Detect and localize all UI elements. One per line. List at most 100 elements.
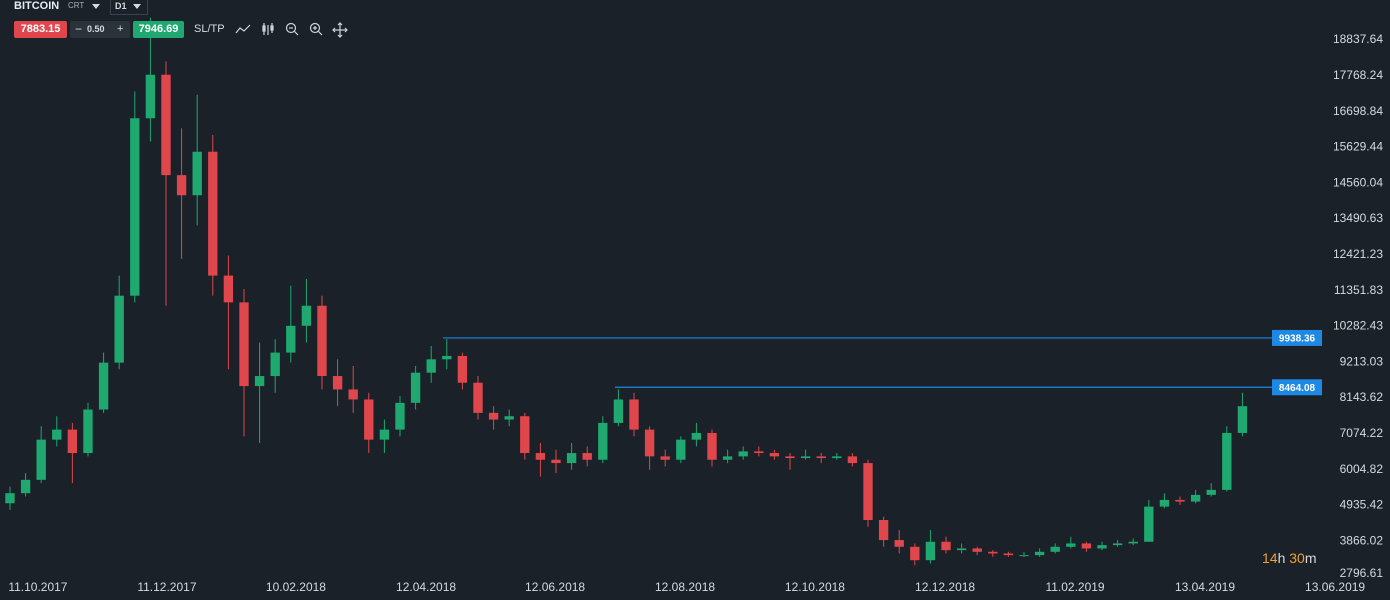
candle-body: [1190, 494, 1201, 502]
timeframe[interactable]: D1: [115, 1, 127, 11]
countdown-hours-unit: h: [1277, 550, 1286, 566]
y-tick-label: 8143.62: [1340, 390, 1384, 404]
candle-body: [972, 548, 982, 552]
candle-body: [36, 439, 46, 480]
y-tick-label: 16698.84: [1333, 104, 1383, 118]
decrease-volume[interactable]: −: [75, 22, 83, 36]
x-tick-label: 12.12.2018: [915, 580, 975, 594]
volume[interactable]: 0.50: [87, 24, 105, 34]
candle-body: [379, 429, 390, 440]
y-tick-label: 10282.43: [1333, 319, 1383, 333]
candle-body: [1159, 499, 1170, 507]
x-tick-label: 12.06.2018: [525, 580, 585, 594]
y-tick-label: 17768.24: [1333, 68, 1383, 82]
candle-body: [208, 151, 218, 276]
candle-body: [910, 546, 920, 561]
y-tick-label: 18837.64: [1333, 32, 1383, 46]
countdown-minutes-unit: m: [1304, 550, 1317, 566]
candle-body: [20, 479, 31, 494]
countdown-hours: 14: [1262, 550, 1278, 566]
candle-body: [457, 355, 468, 383]
candle-body: [1222, 432, 1232, 490]
candle-body: [1237, 406, 1248, 433]
candle-body: [738, 451, 748, 457]
candle-body: [800, 456, 811, 459]
pan-icon[interactable]: [332, 22, 348, 38]
increase-volume[interactable]: +: [117, 23, 124, 35]
x-tick-label: 10.02.2018: [266, 580, 326, 594]
timeframe-box[interactable]: [110, 0, 148, 15]
candle-body: [488, 412, 499, 420]
candle-body: [676, 439, 686, 460]
candle-body: [629, 399, 639, 430]
candle-body: [956, 548, 967, 551]
candle-body: [894, 540, 904, 547]
zoom-in-icon[interactable]: [309, 22, 323, 36]
candle-body: [301, 305, 312, 326]
candle-body: [395, 402, 405, 430]
symbol[interactable]: BITCOIN: [14, 0, 60, 12]
y-tick-label: 2796.61: [1340, 566, 1384, 580]
price-level-tag: [1272, 329, 1322, 346]
candle-body: [1034, 551, 1045, 556]
candle-body: [1206, 489, 1216, 495]
y-tick-label: 4935.42: [1340, 498, 1384, 512]
candle-body: [582, 453, 592, 460]
candle-body: [270, 352, 280, 377]
candle-body: [551, 459, 561, 464]
line-chart-icon[interactable]: [235, 24, 251, 34]
candle-body: [67, 429, 78, 454]
y-tick-label: 11351.83: [1334, 283, 1383, 297]
candle-body: [816, 456, 826, 459]
candle-body: [941, 541, 951, 551]
candle-body: [644, 429, 655, 457]
candle-body: [598, 422, 608, 460]
x-tick-label: 12.04.2018: [396, 580, 456, 594]
x-tick-label: 12.10.2018: [785, 580, 845, 594]
candle-body: [286, 325, 296, 353]
sell-button[interactable]: 7883.15: [14, 21, 67, 38]
y-tick-label: 9213.03: [1340, 354, 1384, 368]
candle-body: [1128, 541, 1138, 544]
candle-body: [473, 382, 483, 413]
x-tick-label: 13.04.2019: [1175, 580, 1235, 594]
buy-button[interactable]: 7946.69: [133, 21, 184, 38]
candle-body: [161, 74, 171, 176]
y-tick-label: 13490.63: [1333, 211, 1383, 225]
candle-body: [192, 151, 202, 196]
candle-body: [52, 429, 62, 440]
candle-body: [442, 355, 452, 360]
y-tick-label: 6004.82: [1340, 462, 1384, 476]
candle-body: [691, 432, 702, 440]
candle-body: [722, 456, 733, 460]
candle-chart-icon[interactable]: [262, 23, 274, 35]
dropdown-arrow[interactable]: [92, 4, 102, 10]
candle-body: [317, 305, 327, 377]
x-tick-label: 11.02.2019: [1045, 580, 1104, 594]
candle-body: [114, 295, 124, 363]
candle-body: [1112, 543, 1123, 546]
y-tick-label: 7074.22: [1340, 426, 1384, 440]
candle-body: [239, 302, 249, 387]
zoom-out-icon[interactable]: [285, 22, 299, 36]
candle-body: [426, 359, 436, 373]
candle-body: [1144, 506, 1154, 542]
candle-body: [847, 456, 858, 464]
dropdown-arrow[interactable]: [133, 4, 143, 10]
candle-body: [348, 389, 358, 400]
sltp-button[interactable]: SL/TP: [194, 23, 225, 35]
candle-body: [1175, 499, 1185, 502]
candle-body: [988, 551, 998, 554]
candle-body: [707, 432, 717, 460]
x-tick-label: 13.06.2019: [1305, 580, 1365, 594]
account[interactable]: CRT: [68, 1, 85, 10]
candle-body: [1097, 545, 1107, 549]
candle-body: [364, 399, 374, 440]
x-tick-label: 12.08.2018: [655, 580, 715, 594]
candle-body: [504, 416, 514, 420]
candle-body: [769, 453, 780, 457]
x-tick-label: 11.12.2017: [137, 580, 196, 594]
candle-body: [98, 362, 109, 410]
